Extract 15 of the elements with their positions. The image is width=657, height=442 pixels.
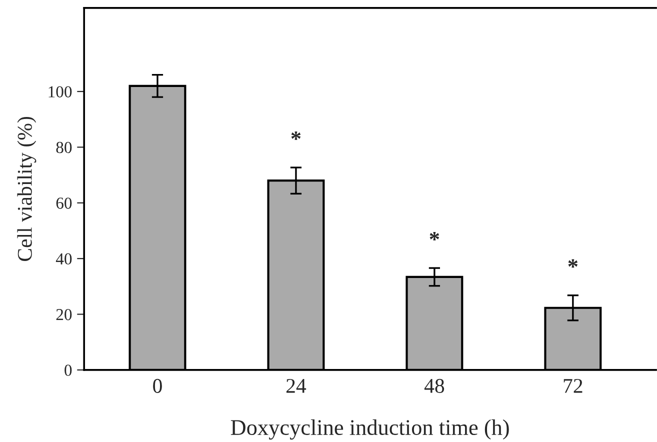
x-tick-label: 24 [286,378,306,393]
y-tick-label: 100 [48,86,72,98]
y-axis-title: Cell viability (%) [17,116,36,261]
x-tick-label: 48 [424,378,444,393]
y-tick-label: 80 [56,142,72,154]
annotation: * [568,259,578,268]
x-tick-label: 0 [153,378,162,393]
x-axis-title: Doxycycline induction time (h) [230,419,509,440]
y-tick-label: 60 [56,198,72,209]
annotation: * [291,131,301,140]
annotation: * [430,232,440,240]
x-tick-label: 72 [564,378,582,393]
y-tick-label: 0 [64,364,72,376]
y-tick-label: 40 [56,253,72,265]
y-tick-label: 20 [56,308,72,320]
